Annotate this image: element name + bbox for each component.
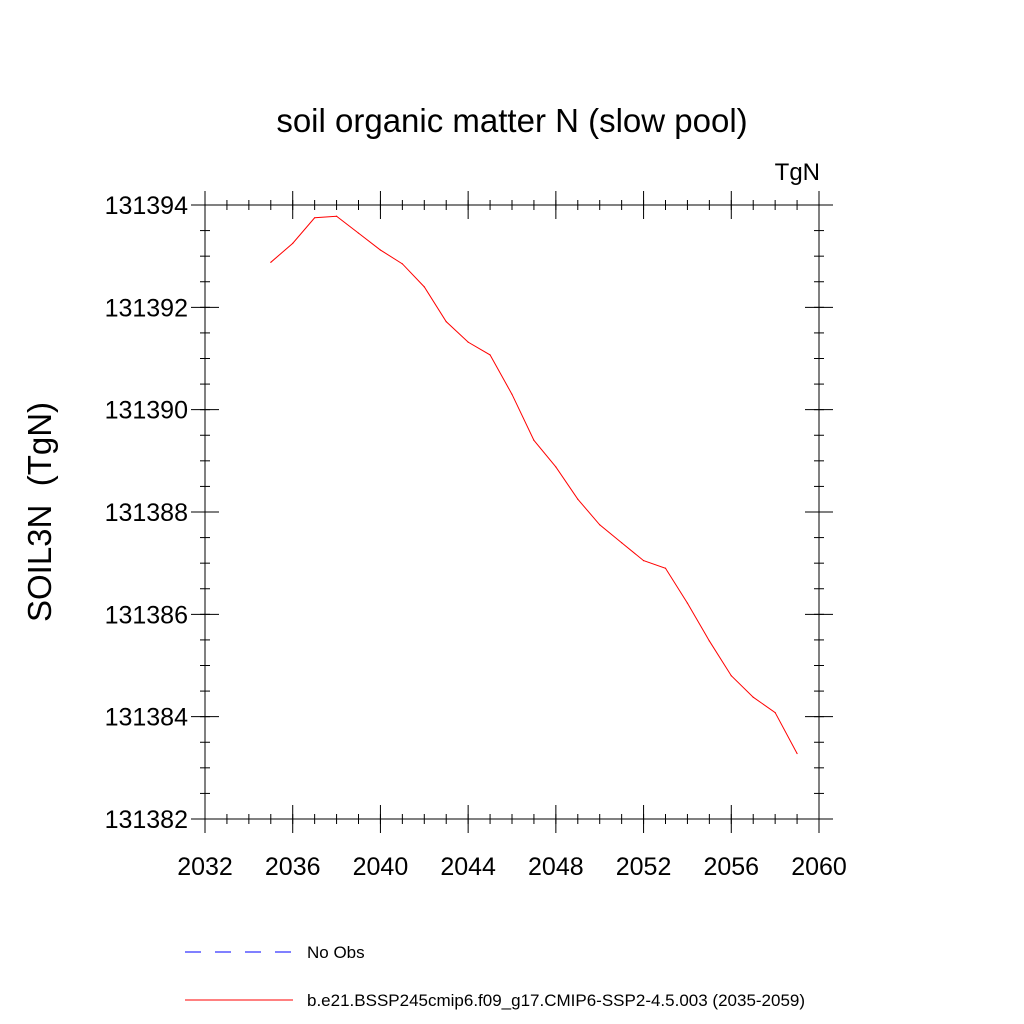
data-point: [401, 263, 403, 265]
x-tick-label: 2044: [440, 853, 496, 881]
y-tick-label: 131384: [105, 704, 189, 732]
x-tick-label: 2056: [703, 853, 759, 881]
x-tick-label: 2032: [177, 853, 233, 881]
y-tick-label: 131394: [105, 192, 189, 220]
data-point: [511, 393, 513, 395]
data-point: [489, 354, 491, 356]
data-point: [467, 341, 469, 343]
data-point: [664, 567, 667, 569]
series-line-1: [270, 215, 798, 754]
y-tick-labels: 131382 131384 131386 131388 131390 131392 1313…: [105, 192, 189, 834]
data-point: [686, 602, 689, 604]
x-tick-label: 2060: [791, 853, 847, 881]
x-tick-label: 2040: [353, 853, 409, 881]
plot-frame: [204, 204, 820, 820]
y-axis-label: SOIL3N (TgN): [21, 402, 58, 622]
y-tick-label: 131392: [105, 294, 188, 322]
data-point: [379, 249, 382, 251]
data-point: [533, 439, 535, 441]
y-tick-label: 131390: [105, 397, 188, 425]
data-point: [708, 640, 710, 642]
data-point: [270, 261, 272, 263]
legend-label-0: No Obs: [307, 943, 365, 962]
x-tick-label: 2052: [616, 853, 672, 881]
chart-title: soil organic matter N (slow pool): [276, 102, 747, 139]
data-point: [796, 752, 798, 755]
x-tick-label: 2048: [528, 853, 584, 881]
axis-ticks: [191, 191, 833, 833]
y-tick-label: 131386: [105, 601, 188, 629]
data-point: [621, 542, 623, 544]
units-label: TgN: [775, 159, 820, 186]
data-point: [730, 675, 732, 677]
x-tick-label: 2036: [265, 853, 321, 881]
data-point: [555, 466, 557, 468]
data-point: [314, 217, 316, 219]
data-point: [642, 560, 645, 562]
data-point: [599, 524, 601, 526]
data-point: [577, 498, 579, 500]
legend-label-1: b.e21.BSSP245cmip6.f09_g17.CMIP6-SSP2-4.…: [307, 991, 805, 1010]
data-point: [752, 696, 754, 698]
y-tick-label: 131382: [105, 806, 188, 834]
y-tick-label: 131388: [105, 499, 188, 527]
data-point: [423, 286, 425, 288]
data-point: [774, 711, 776, 714]
data-point: [357, 232, 360, 234]
legend: No Obs b.e21.BSSP245cmip6.f09_g17.CMIP6-S…: [185, 943, 805, 1010]
data-point: [445, 321, 447, 323]
x-tick-labels: 2032 2036 2040 2044 2048 2052 2056 2060: [177, 853, 847, 881]
plot-series: [270, 215, 798, 755]
data-point: [292, 242, 294, 244]
data-point: [335, 215, 338, 217]
